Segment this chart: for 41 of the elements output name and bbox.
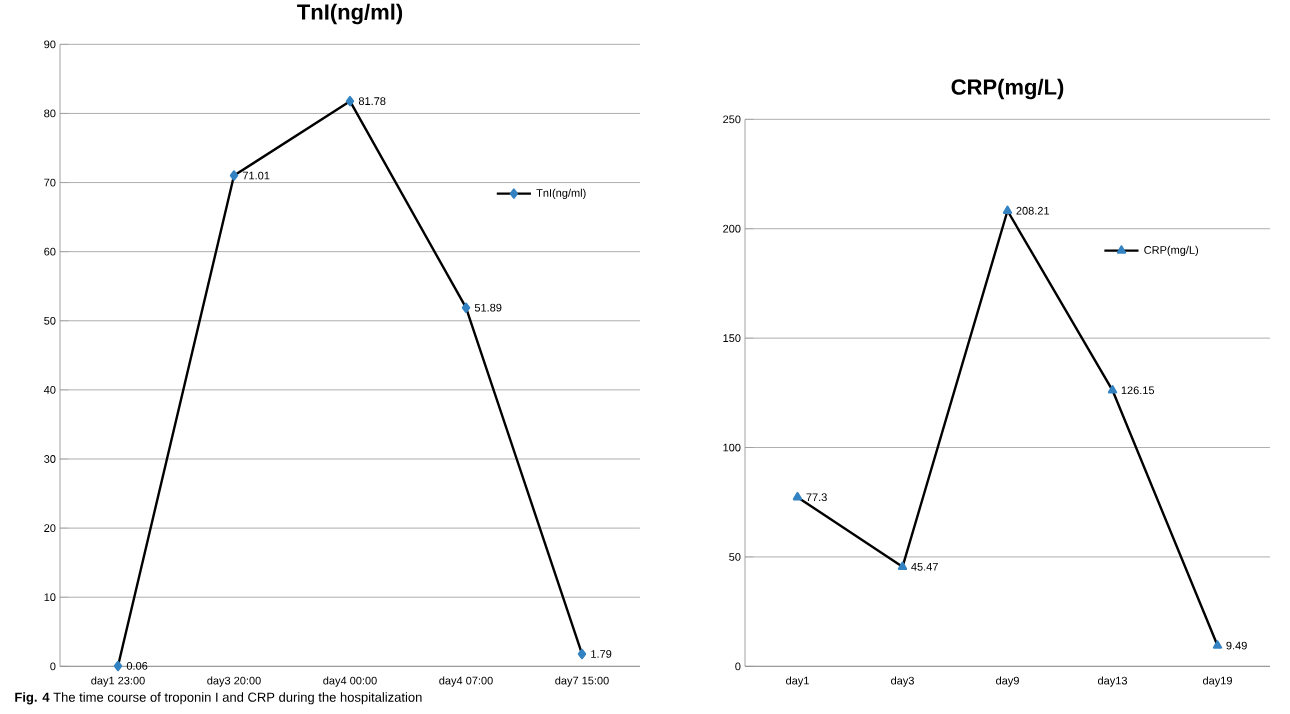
x-tick-label: day13 <box>1097 676 1128 687</box>
y-tick-label: 90 <box>44 40 56 49</box>
legend-label: TnI(ng/ml) <box>536 188 586 199</box>
text: Fig. 4 The time course of troponin I and CRP during the hospitalization <box>15 692 422 705</box>
data-label: 126.15 <box>1121 386 1155 395</box>
y-tick-label: 50 <box>44 316 56 325</box>
data-label: 51.89 <box>474 303 502 312</box>
x-tick-label: day19 <box>1202 676 1232 687</box>
y-tick-label: 30 <box>44 454 56 463</box>
y-tick-label: 80 <box>44 109 56 118</box>
data-label: 1.79 <box>591 649 612 658</box>
data-label: 208.21 <box>1016 206 1050 215</box>
data-label: 45.47 <box>911 562 938 571</box>
y-tick-label: 0 <box>735 662 741 671</box>
y-tick-label: 40 <box>43 385 56 394</box>
y-tick-label: 60 <box>44 247 56 256</box>
x-tick-label: day9 <box>996 676 1019 687</box>
chart-title: CRP(mg/L) <box>951 78 1064 100</box>
x-tick-label: day7 15:00 <box>555 676 609 687</box>
y-tick-label: 70 <box>44 178 56 187</box>
x-tick-label: day3 20:00 <box>207 676 261 687</box>
y-tick-label: 150 <box>723 334 741 342</box>
y-tick-label: 20 <box>44 524 56 532</box>
y-tick-label: 10 <box>44 593 56 601</box>
data-label: 71.01 <box>242 171 270 180</box>
x-tick-label: day4 00:00 <box>323 676 377 687</box>
y-tick-label: 50 <box>729 552 741 561</box>
x-tick-label: day4 07:00 <box>439 676 493 687</box>
y-tick-label: 200 <box>723 224 741 233</box>
x-tick-label: day1 <box>786 676 809 687</box>
x-tick-label: day3 <box>891 676 914 687</box>
y-tick-label: 250 <box>723 115 741 124</box>
data-label: 0.06 <box>126 661 148 670</box>
legend-label: CRP(mg/L) <box>1144 245 1199 256</box>
data-label: 77.3 <box>806 493 827 501</box>
y-tick-label: 100 <box>723 443 741 452</box>
y-tick-label: 0 <box>50 662 56 671</box>
chart-title: TnI(ng/ml) <box>297 3 403 25</box>
x-tick-label: day1 23:00 <box>91 676 145 687</box>
data-label: 81.78 <box>358 97 386 105</box>
data-label: 9.49 <box>1226 641 1247 650</box>
